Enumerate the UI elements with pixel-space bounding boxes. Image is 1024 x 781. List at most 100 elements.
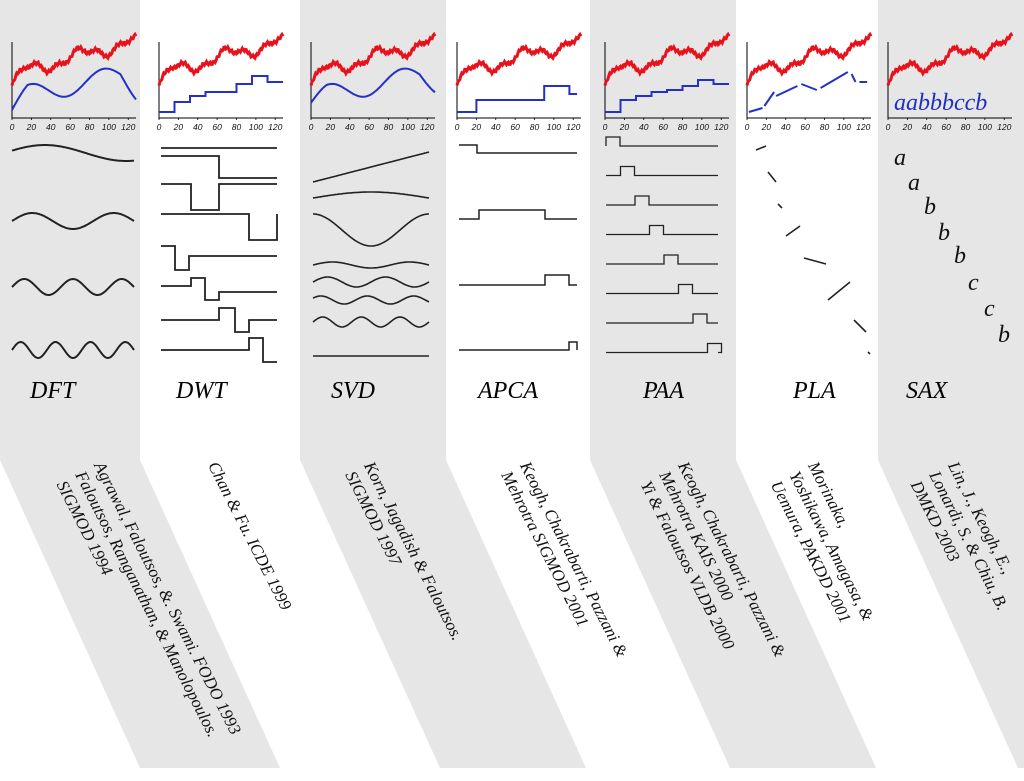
approximation-series — [159, 75, 283, 113]
approximation-series — [310, 67, 436, 104]
x-tick-label: 60 — [800, 122, 810, 132]
x-tick-label: 40 — [639, 122, 649, 132]
dwt-basis — [161, 277, 277, 301]
x-tick-label: 80 — [678, 122, 688, 132]
method-label-apca: APCA — [478, 378, 538, 404]
pla-basis — [755, 145, 767, 151]
dwt-basis — [161, 245, 277, 271]
svd-basis — [312, 276, 430, 288]
apca-basis — [459, 144, 577, 154]
x-tick-label: 100 — [401, 122, 415, 132]
method-label-pla: PLA — [793, 378, 836, 404]
basis-functions: aabbbccb — [11, 136, 1010, 363]
x-tick-label: 20 — [471, 122, 482, 132]
x-tick-label: 120 — [997, 122, 1011, 132]
x-tick-label: 80 — [961, 122, 971, 132]
dwt-basis — [161, 307, 277, 333]
x-tick-label: 100 — [547, 122, 561, 132]
x-tick-label: 60 — [658, 122, 668, 132]
sax-letter: b — [998, 322, 1010, 348]
original-series — [886, 31, 1014, 86]
x-tick-label: 120 — [268, 122, 282, 132]
apca-basis — [459, 341, 578, 351]
x-tick-label: 20 — [325, 122, 336, 132]
sax-letter: c — [984, 296, 995, 322]
original-series — [455, 31, 583, 86]
pla-basis — [827, 281, 851, 301]
x-tick-label: 20 — [761, 122, 772, 132]
x-tick-label: 0 — [455, 122, 460, 132]
dft-basis-wave — [11, 144, 135, 162]
x-tick-label: 100 — [249, 122, 263, 132]
svd-basis — [312, 316, 430, 328]
original-series — [157, 31, 285, 86]
x-tick-label: 80 — [85, 122, 95, 132]
pla-segment — [763, 91, 775, 107]
sax-letter: b — [954, 243, 966, 269]
pla-segment — [800, 83, 818, 91]
dwt-basis — [161, 155, 277, 179]
x-tick-label: 100 — [837, 122, 851, 132]
dwt-basis — [161, 213, 278, 241]
original-series — [10, 31, 138, 86]
sax-letter: c — [968, 270, 979, 296]
approximation-series — [11, 67, 137, 111]
sax-letter: a — [908, 170, 920, 196]
x-tick-label: 0 — [10, 122, 15, 132]
original-series — [309, 31, 437, 86]
paa-basis — [606, 342, 723, 354]
x-tick-label: 60 — [65, 122, 75, 132]
approximation-series — [457, 85, 578, 113]
x-tick-label: 120 — [714, 122, 728, 132]
apca-basis — [459, 274, 577, 286]
pla-basis — [867, 351, 871, 355]
x-tick-label: 100 — [695, 122, 709, 132]
x-tick-label: 0 — [309, 122, 314, 132]
x-tick-label: 40 — [922, 122, 932, 132]
x-tick-label: 20 — [26, 122, 37, 132]
pla-basis — [767, 171, 777, 183]
x-tick-label: 120 — [566, 122, 580, 132]
x-tick-label: 0 — [603, 122, 608, 132]
sax-letter: b — [938, 220, 950, 246]
x-tick-label: 60 — [364, 122, 374, 132]
svd-basis — [312, 261, 430, 269]
x-tick-label: 60 — [941, 122, 951, 132]
method-label-svd: SVD — [331, 378, 375, 404]
paa-basis — [606, 195, 718, 206]
paa-basis — [606, 224, 718, 236]
method-label-dft: DFT — [30, 378, 76, 404]
x-tick-label: 20 — [619, 122, 630, 132]
gray-band — [878, 0, 1024, 768]
paa-basis — [606, 313, 718, 324]
original-series — [603, 31, 731, 86]
original-series — [745, 31, 873, 86]
paa-basis — [605, 136, 718, 147]
gray-band — [0, 0, 280, 768]
x-tick-label: 20 — [902, 122, 913, 132]
svd-basis — [313, 213, 429, 247]
x-tick-label: 80 — [232, 122, 242, 132]
pla-basis — [785, 225, 801, 237]
method-label-sax: SAX — [906, 378, 948, 404]
x-tick-label: 80 — [820, 122, 830, 132]
x-tick-label: 20 — [173, 122, 184, 132]
x-tick-label: 60 — [510, 122, 520, 132]
x-tick-label: 0 — [157, 122, 162, 132]
x-tick-label: 0 — [886, 122, 891, 132]
approximation-series — [605, 79, 729, 113]
pla-basis — [777, 203, 783, 209]
x-tick-label: 100 — [978, 122, 992, 132]
x-tick-label: 120 — [856, 122, 870, 132]
x-tick-label: 120 — [121, 122, 135, 132]
x-tick-label: 40 — [193, 122, 203, 132]
sax-letter: a — [894, 145, 906, 171]
paa-basis — [606, 283, 718, 295]
gray-band — [590, 0, 876, 768]
dft-basis-wave — [11, 340, 135, 360]
x-tick-label: 80 — [530, 122, 540, 132]
pla-segment — [820, 71, 849, 89]
svd-basis — [312, 295, 430, 305]
dft-basis-wave — [11, 277, 135, 296]
